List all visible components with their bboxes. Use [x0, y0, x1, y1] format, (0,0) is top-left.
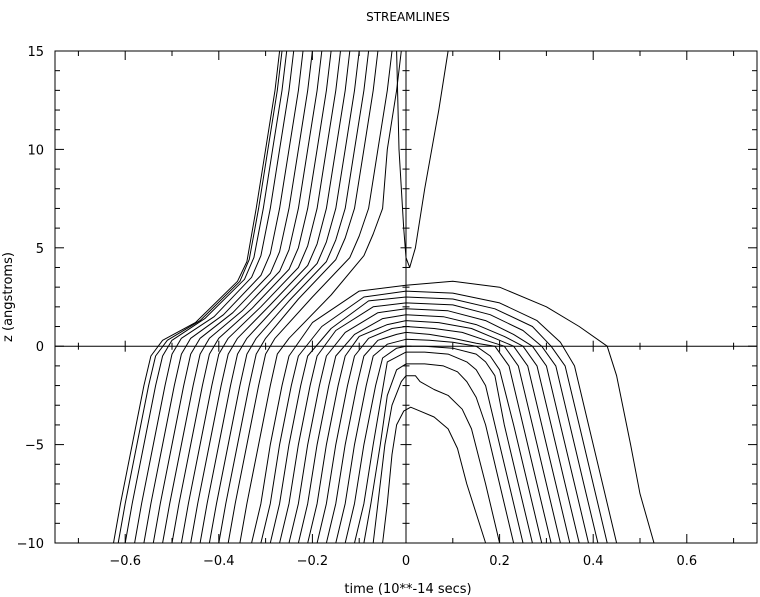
streamline-9: [180, 50, 341, 544]
x-tick-label: 0.4: [583, 554, 604, 569]
y-tick-label: 10: [27, 143, 44, 158]
streamline-20: [279, 302, 599, 544]
y-tick-label: 5: [36, 242, 44, 257]
streamline-30: [372, 375, 501, 544]
y-tick-label: −10: [17, 537, 44, 552]
y-tick-labels: −10 −5 0 5 10 15: [17, 45, 44, 552]
streamline-24: [316, 326, 561, 544]
streamline-2: [117, 50, 283, 544]
streamline-22: [297, 314, 580, 544]
x-tick-label: −0.4: [203, 554, 235, 569]
x-tick-label: 0.6: [676, 554, 697, 569]
x-tick-label: −0.2: [297, 554, 329, 569]
streamline-17: [251, 280, 655, 544]
x-axis-label: time (10**-14 secs): [344, 582, 471, 597]
x-tick-label: 0: [402, 554, 410, 569]
streamline-19: [269, 296, 608, 544]
y-tick-label: −5: [25, 439, 44, 454]
streamline-6: [152, 50, 313, 544]
streamline-12: [208, 50, 370, 544]
x-tick-label: 0.2: [489, 554, 510, 569]
y-tick-label: 15: [27, 45, 44, 60]
streamline-series: [113, 50, 655, 544]
y-axis-label: z (angstroms): [1, 252, 16, 342]
streamline-15: [239, 50, 402, 544]
streamline-28: [354, 351, 524, 544]
streamline-5: [143, 50, 304, 544]
streamline-1: [113, 50, 281, 544]
x-tick-labels: −0.6 −0.4 −0.2 0 0.2 0.4 0.6: [109, 554, 697, 569]
streamline-11: [199, 50, 360, 544]
streamline-25: [325, 331, 552, 544]
streamline-4: [134, 50, 295, 544]
streamline-13: [218, 50, 379, 544]
chart-title: STREAMLINES: [366, 10, 450, 24]
streamline-16: [396, 50, 449, 268]
streamline-27: [344, 345, 533, 544]
streamline-10: [190, 50, 351, 544]
streamline-7: [162, 50, 323, 544]
y-tick-label: 0: [36, 340, 44, 355]
streamline-14: [227, 50, 393, 544]
streamline-31: [382, 406, 487, 544]
streamline-26: [335, 338, 543, 544]
streamline-23: [307, 320, 571, 544]
streamline-29: [363, 363, 515, 544]
x-tick-label: −0.6: [109, 554, 141, 569]
streamline-3: [124, 50, 288, 544]
streamline-18: [260, 290, 618, 544]
streamline-8: [171, 50, 332, 544]
streamline-21: [288, 308, 589, 544]
